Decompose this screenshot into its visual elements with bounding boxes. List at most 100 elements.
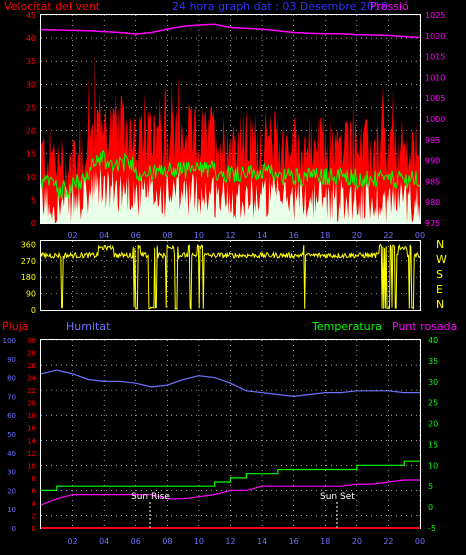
direction-tick-label: 90 [26, 290, 36, 299]
wind-speed-label: Velocitat del vent [4, 0, 101, 13]
wind-tick-label: 45 [26, 11, 36, 20]
direction-grid [41, 241, 421, 310]
humidity-label: Humitat [66, 320, 111, 333]
humidity-line [40, 369, 420, 398]
humidity-tick-label: 30 [7, 469, 16, 477]
rain-tick-label: 22 [27, 387, 36, 395]
humidity-tick-label: 90 [7, 356, 16, 364]
wind-x-tick-label: 20 [352, 231, 362, 240]
humidity-tick-label: 70 [7, 393, 16, 401]
sunset-label: Sun Set [320, 492, 355, 502]
rain-tick-label: 0 [32, 525, 36, 533]
wind-tick-label: 0 [31, 219, 36, 228]
humidity-x-tick-label: 18 [320, 537, 330, 546]
wind-tick-label: 15 [26, 150, 36, 159]
humidity-x-tick-label: 02 [67, 537, 77, 546]
temperature-label: Temperatura [311, 320, 382, 333]
pressure-label: Pressió [370, 0, 409, 13]
wind-x-tick-label: 00 [415, 231, 425, 240]
pressure-tick-label: 985 [425, 177, 440, 186]
humidity-x-tick-label: 00 [415, 537, 425, 546]
pressure-series [40, 23, 421, 39]
pressure-tick-label: 975 [425, 219, 440, 228]
wind-tick-label: 20 [26, 127, 36, 136]
pressure-tick-label: 1025 [425, 11, 445, 20]
humidity-x-tick-label: 20 [352, 537, 362, 546]
temperature-tick-label: 20 [428, 420, 438, 429]
wind-x-tick-label: 16 [289, 231, 299, 240]
temperature-tick-label: 30 [428, 378, 438, 387]
wind-x-tick-label: 04 [99, 231, 109, 240]
pressure-tick-label: 1010 [425, 73, 445, 82]
rain-tick-label: 4 [32, 500, 37, 508]
wind-x-tick-label: 06 [131, 231, 141, 240]
rain-tick-label: 24 [27, 375, 36, 383]
rain-label: Pluja [2, 320, 28, 333]
rain-tick-label: 2 [32, 512, 36, 520]
wind-series [40, 49, 421, 223]
wind-tick-label: 25 [26, 103, 36, 112]
temperature-tick-label: 0 [428, 503, 433, 512]
pressure-line [40, 23, 421, 39]
pressure-tick-label: 1005 [425, 94, 445, 103]
dewpoint-line [40, 479, 420, 506]
pressure-tick-label: 980 [425, 198, 440, 207]
rain-tick-label: 6 [32, 487, 37, 495]
axes: 0510152025303540459759809859909951000100… [3, 11, 447, 546]
compass-label: W [436, 253, 447, 266]
wind-tick-label: 5 [31, 196, 36, 205]
temperature-tick-label: 40 [428, 336, 438, 345]
humidity-x-tick-label: 14 [257, 537, 267, 546]
wind-x-tick-label: 22 [383, 231, 393, 240]
rain-tick-label: 10 [27, 462, 36, 470]
wind-x-tick-label: 02 [67, 231, 77, 240]
rain-tick-label: 18 [27, 412, 36, 420]
rain-tick-label: 26 [27, 362, 36, 370]
rain-tick-label: 14 [27, 437, 36, 445]
wind-x-tick-label: 08 [162, 231, 172, 240]
humidity-x-tick-label: 12 [225, 537, 235, 546]
temperature-tick-label: -5 [428, 524, 436, 533]
humidity-x-tick-label: 04 [99, 537, 109, 546]
wind-x-tick-label: 10 [194, 231, 204, 240]
wind-x-tick-label: 12 [225, 231, 235, 240]
rain-tick-label: 30 [27, 337, 36, 345]
compass-label: N [436, 298, 444, 311]
humidity-tick-label: 40 [7, 450, 16, 458]
rain-tick-label: 28 [27, 350, 36, 358]
rain-tick-label: 20 [27, 400, 36, 408]
pressure-tick-label: 990 [425, 157, 440, 166]
humidity-tick-label: 20 [7, 487, 16, 495]
temperature-tick-label: 10 [428, 461, 438, 470]
temperature-tick-label: 15 [428, 440, 438, 449]
pressure-tick-label: 1020 [425, 32, 445, 41]
pressure-tick-label: 1000 [425, 115, 445, 124]
humidity-tick-label: 60 [7, 412, 16, 420]
compass-label: S [436, 268, 443, 281]
humidity-x-tick-label: 06 [131, 537, 141, 546]
compass-label: N [436, 238, 444, 251]
rain-tick-label: 16 [27, 425, 36, 433]
humidity-tick-label: 80 [7, 375, 16, 383]
wind-tick-label: 40 [26, 34, 36, 43]
wind-min-area [41, 165, 420, 223]
wind-panel-frame [40, 14, 421, 224]
wind-average-line [40, 150, 421, 199]
humidity-x-tick-label: 10 [194, 537, 204, 546]
humidity-x-tick-label: 08 [162, 537, 172, 546]
wind-x-tick-label: 18 [320, 231, 330, 240]
temperature-line [41, 460, 420, 491]
pressure-tick-label: 995 [425, 136, 440, 145]
compass-label: E [436, 283, 443, 296]
pressure-tick-label: 1015 [425, 53, 445, 62]
sunrise-label: Sun Rise [131, 492, 170, 502]
humidity-temperature-series [40, 369, 420, 529]
wind-tick-label: 30 [26, 80, 36, 89]
rain-tick-label: 12 [27, 450, 36, 458]
humidity-tick-label: 100 [3, 337, 16, 345]
wind-x-tick-label: 14 [257, 231, 267, 240]
rain-tick-label: 8 [32, 475, 36, 483]
temperature-tick-label: 5 [428, 482, 433, 491]
chart-title: 24 hora graph dat : 03 Desembre 2018 [172, 0, 388, 13]
